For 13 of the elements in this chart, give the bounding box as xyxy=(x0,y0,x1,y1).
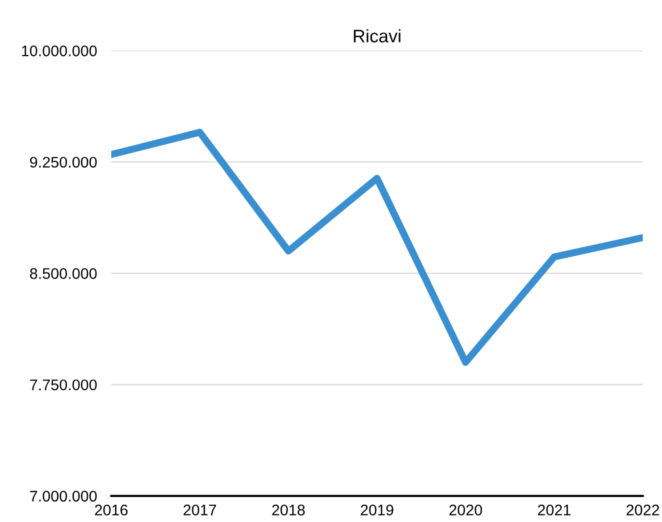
y-tick-label: 10.000.000 xyxy=(22,46,97,56)
x-tick-label: 2022 xyxy=(626,504,660,516)
x-tick-label: 2017 xyxy=(184,504,216,516)
y-tick-label: 8.500.000 xyxy=(30,268,97,279)
x-tick-label: 2018 xyxy=(272,504,305,516)
x-tick-label: 2021 xyxy=(538,504,570,516)
y-tick-label: 7.750.000 xyxy=(30,379,97,390)
x-tick-label: 2020 xyxy=(449,504,482,516)
chart-title: Ricavi xyxy=(354,29,400,42)
y-tick-label: 7.000.000 xyxy=(30,490,97,502)
y-tick-label: 9.250.000 xyxy=(30,156,97,168)
x-tick-label: 2019 xyxy=(360,504,394,516)
x-tick-label: 2016 xyxy=(94,504,128,516)
